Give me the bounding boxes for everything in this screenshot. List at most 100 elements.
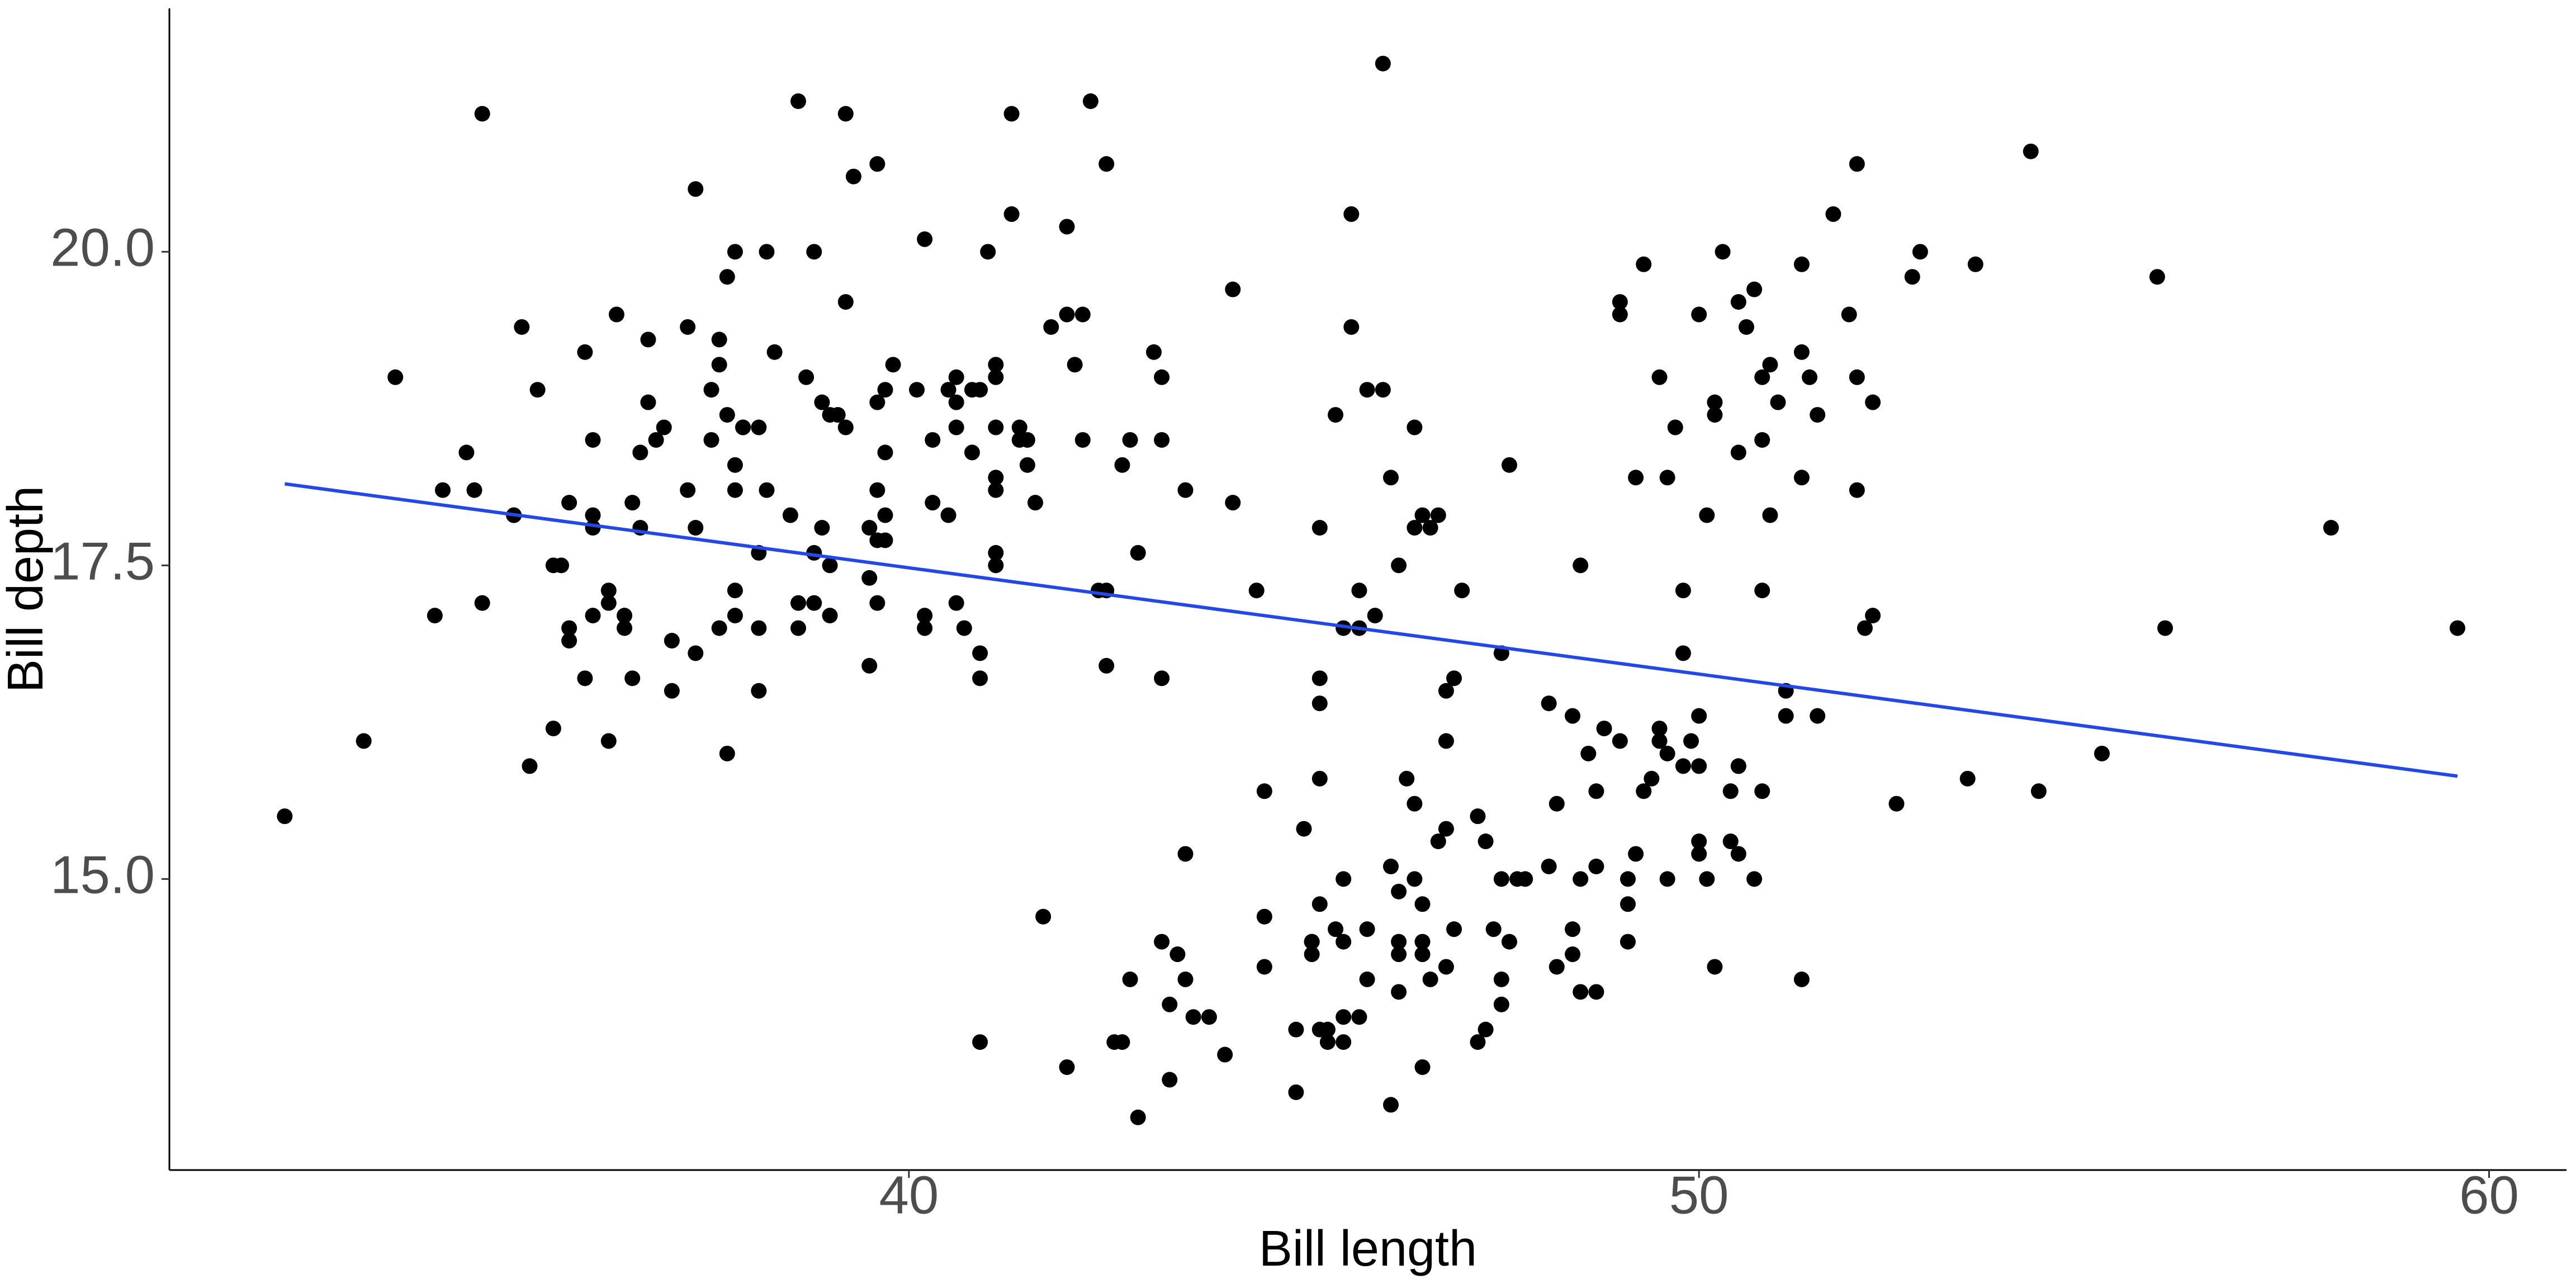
point — [1612, 294, 1628, 310]
point — [1549, 959, 1565, 975]
point — [837, 294, 854, 310]
point — [1185, 1009, 1201, 1025]
point — [719, 269, 735, 285]
point — [624, 670, 641, 686]
point — [1430, 834, 1446, 850]
point — [1422, 520, 1438, 536]
point — [1074, 432, 1091, 448]
point — [1754, 369, 1770, 385]
point — [988, 369, 1004, 385]
point — [790, 620, 806, 636]
point — [585, 520, 601, 536]
point — [1754, 432, 1770, 448]
point — [680, 319, 696, 335]
point — [600, 583, 617, 599]
point — [1169, 946, 1186, 963]
point — [387, 369, 404, 385]
point — [617, 620, 633, 636]
x-tick-label: 50 — [1669, 1165, 1729, 1225]
point — [1375, 55, 1391, 72]
point — [561, 633, 577, 649]
point — [561, 495, 577, 511]
point — [845, 168, 861, 184]
point — [1628, 470, 1644, 486]
point — [1810, 708, 1826, 724]
point — [751, 620, 767, 636]
point — [1722, 834, 1739, 850]
point — [1019, 457, 1035, 473]
point — [1414, 1059, 1431, 1075]
point — [1154, 670, 1170, 686]
point — [1256, 959, 1272, 975]
point — [1793, 344, 1810, 360]
point — [1865, 608, 1881, 624]
point — [1382, 1097, 1399, 1113]
point — [514, 319, 530, 335]
point — [1225, 281, 1241, 297]
point — [1501, 457, 1517, 473]
point — [1722, 783, 1739, 799]
point — [1011, 419, 1027, 435]
point — [1565, 946, 1581, 963]
point — [1177, 482, 1194, 498]
point — [1549, 795, 1565, 812]
point — [1446, 921, 1462, 937]
point — [1359, 921, 1375, 937]
point — [861, 657, 878, 674]
point — [1580, 745, 1597, 761]
point — [727, 457, 743, 473]
point — [948, 595, 964, 611]
y-tick-label: 20.0 — [50, 218, 155, 278]
x-tick-label: 40 — [879, 1165, 939, 1225]
point — [1478, 1021, 1494, 1038]
point — [1793, 256, 1810, 272]
point — [1162, 996, 1178, 1012]
point — [1407, 795, 1423, 812]
point — [972, 645, 988, 661]
point — [1849, 156, 1865, 172]
point — [466, 482, 482, 498]
point — [1762, 507, 1778, 523]
point — [640, 394, 656, 410]
point — [1857, 620, 1873, 636]
point — [751, 419, 767, 435]
point — [1130, 1109, 1146, 1125]
point — [1154, 432, 1170, 448]
point — [877, 444, 893, 461]
point — [822, 608, 838, 624]
trend-line — [284, 482, 2458, 778]
point — [585, 507, 601, 523]
point — [656, 419, 672, 435]
point — [1612, 306, 1628, 323]
point — [822, 407, 838, 423]
point — [2149, 269, 2165, 285]
point — [980, 244, 996, 260]
point — [1043, 319, 1059, 335]
point — [735, 419, 751, 435]
point — [837, 106, 854, 122]
point — [1628, 846, 1644, 862]
point — [1027, 495, 1043, 511]
point — [790, 595, 806, 611]
point — [1311, 670, 1328, 686]
point — [1478, 834, 1494, 850]
point — [1470, 1034, 1486, 1050]
point — [964, 382, 980, 398]
point — [782, 507, 798, 523]
point — [759, 244, 775, 260]
point — [1707, 394, 1723, 410]
point — [917, 620, 933, 636]
point — [1959, 770, 1976, 787]
point — [1391, 934, 1407, 950]
point — [474, 595, 490, 611]
point — [458, 444, 475, 461]
point — [1343, 319, 1360, 335]
point — [1351, 583, 1367, 599]
point — [1446, 670, 1462, 686]
point — [964, 444, 980, 461]
point — [1699, 507, 1715, 523]
point — [1865, 394, 1881, 410]
point — [1256, 908, 1272, 925]
point — [600, 733, 617, 749]
